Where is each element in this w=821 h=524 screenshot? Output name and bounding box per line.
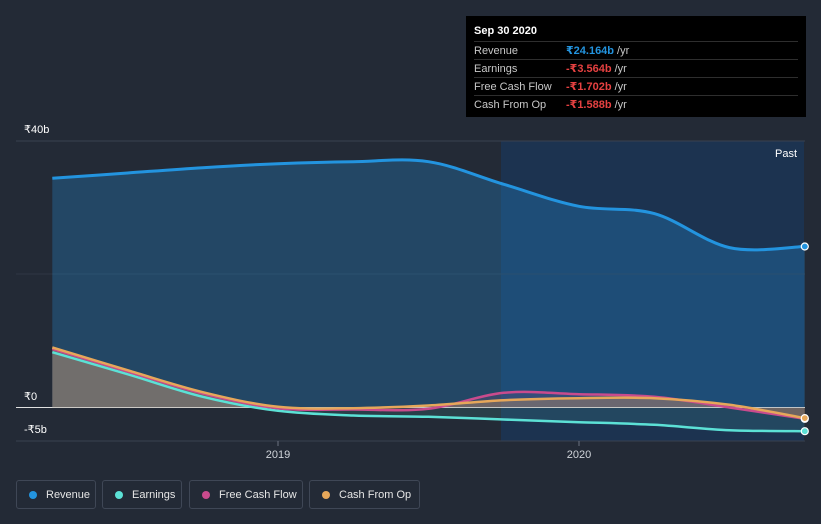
x-tick-label-2019: 2019 (266, 449, 290, 461)
tooltip-row-earnings: Earnings -₹3.564b /yr (474, 59, 798, 77)
tooltip-row-free-cash-flow: Free Cash Flow -₹1.702b /yr (474, 77, 798, 95)
legend-dot-icon (29, 490, 37, 499)
legend-label: Revenue (46, 488, 91, 501)
series-area-revenue (52, 159, 805, 408)
tooltip-row-cash-from-op: Cash From Op -₹1.588b /yr (474, 95, 798, 113)
tooltip-row-revenue: Revenue ₹24.164b /yr (474, 41, 798, 59)
series-end-marker-earnings[interactable] (800, 427, 809, 436)
tooltip-label: Cash From Op (474, 98, 547, 111)
y-tick-label-minus-5b: -₹5b (24, 424, 47, 436)
legend-item-cash-from-op[interactable]: Cash From Op (309, 480, 420, 509)
series-end-marker-revenue[interactable] (800, 242, 809, 251)
legend-dot-icon (115, 490, 123, 499)
tooltip-label: Free Cash Flow (474, 80, 552, 93)
past-label: Past (775, 148, 797, 160)
legend-label: Free Cash Flow (219, 488, 297, 501)
y-tick-label-0: ₹0 (24, 391, 37, 403)
legend-dot-icon (202, 490, 210, 499)
tooltip-value: -₹1.588b (566, 99, 612, 111)
legend-label: Earnings (132, 488, 176, 501)
y-tick-label-40b: ₹40b (24, 124, 49, 136)
legend-item-revenue[interactable]: Revenue (16, 480, 96, 509)
series-area-earnings (52, 352, 805, 432)
tooltip-value: -₹1.702b (566, 81, 612, 93)
series-line-earnings (51, 351, 805, 433)
data-tooltip: Sep 30 2020 Revenue ₹24.164b /yr Earning… (466, 16, 806, 117)
past-region-highlight (501, 141, 804, 441)
series-area-free-cash-flow (52, 348, 805, 419)
tooltip-value: -₹3.564b (566, 63, 612, 75)
series-end-marker-cash-from-op[interactable] (800, 414, 809, 423)
legend-label: Cash From Op (339, 488, 412, 501)
series-area-cash-from-op (52, 347, 805, 419)
tooltip-label: Revenue (474, 44, 519, 57)
legend-dot-icon (322, 490, 330, 499)
series-line-revenue (52, 158, 805, 252)
series-line-cash-from-op (51, 346, 806, 420)
legend-item-earnings[interactable]: Earnings (102, 480, 182, 509)
tooltip-value: ₹24.164b (566, 45, 615, 57)
tooltip-unit: /yr (614, 80, 627, 93)
tooltip-date: Sep 30 2020 (474, 25, 537, 37)
legend-item-free-cash-flow[interactable]: Free Cash Flow (189, 480, 303, 509)
tooltip-unit: /yr (614, 62, 627, 75)
x-tick-label-2020: 2020 (567, 449, 591, 461)
tooltip-unit: /yr (617, 44, 630, 57)
tooltip-unit: /yr (614, 98, 627, 111)
tooltip-label: Earnings (474, 62, 518, 75)
